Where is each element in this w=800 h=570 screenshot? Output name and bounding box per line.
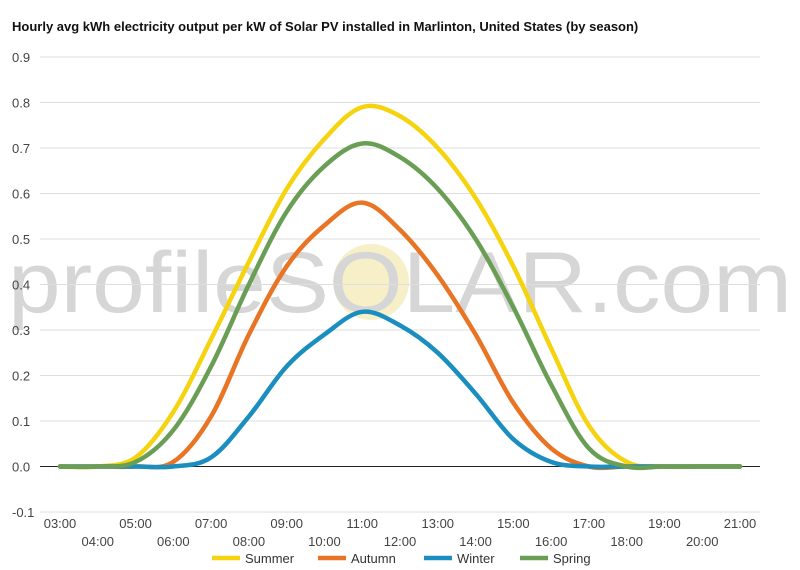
series-line-spring (57, 141, 743, 471)
y-tick-label: 0.6 (12, 187, 30, 202)
x-tick-label: 03:00 (44, 516, 77, 531)
y-tick-label: 0.7 (12, 141, 30, 156)
watermark: profileSOLAR.com (8, 235, 792, 331)
y-tick-label: 0.4 (12, 278, 30, 293)
x-tick-label: 17:00 (573, 516, 606, 531)
x-tick-label: 07:00 (195, 516, 228, 531)
legend: Summer Autumn Winter Spring (212, 551, 591, 566)
y-tick-label: 0.2 (12, 369, 30, 384)
x-tick-label: 10:00 (308, 534, 341, 549)
watermark-text: profileSOLAR.com (8, 235, 792, 331)
y-tick-label: 0.3 (12, 323, 30, 338)
series-line-summer (57, 103, 743, 470)
x-tick-label: 12:00 (384, 534, 417, 549)
x-tick-label: 11:00 (346, 516, 378, 531)
x-tick-label: 09:00 (270, 516, 303, 531)
legend-label: Spring (553, 551, 591, 566)
y-tick-label: 0.8 (12, 96, 30, 111)
y-tick-label: -0.1 (12, 505, 34, 520)
y-tick-label: 0.0 (12, 460, 30, 475)
watermark-sun-icon (333, 244, 409, 320)
x-tick-label: 21:00 (724, 516, 757, 531)
chart-title: Hourly avg kWh electricity output per kW… (12, 19, 639, 34)
x-tick-label: 18:00 (610, 534, 643, 549)
x-tick-label: 08:00 (233, 534, 266, 549)
legend-label: Summer (245, 551, 295, 566)
x-tick-label: 06:00 (157, 534, 190, 549)
x-tick-label: 13:00 (422, 516, 455, 531)
legend-label: Autumn (351, 551, 396, 566)
series-lines (57, 103, 743, 471)
x-axis-ticks: 03:00 04:00 05:00 06:00 07:00 08:00 09:00 10:00… (44, 516, 757, 549)
x-tick-label: 05:00 (119, 516, 152, 531)
legend-label: Winter (457, 551, 495, 566)
y-axis-ticks: -0.1 0.0 0.1 0.2 0.3 0.4 0.5 0.6 0.7 0.8 0.9 (12, 50, 34, 520)
y-tick-label: 0.1 (12, 414, 30, 429)
y-tick-label: 0.9 (12, 50, 30, 65)
x-tick-label: 15:00 (497, 516, 530, 531)
x-tick-label: 16:00 (535, 534, 568, 549)
y-tick-label: 0.5 (12, 232, 30, 247)
x-tick-label: 20:00 (686, 534, 719, 549)
x-tick-label: 19:00 (648, 516, 681, 531)
x-tick-label: 04:00 (82, 534, 115, 549)
x-tick-label: 14:00 (459, 534, 492, 549)
